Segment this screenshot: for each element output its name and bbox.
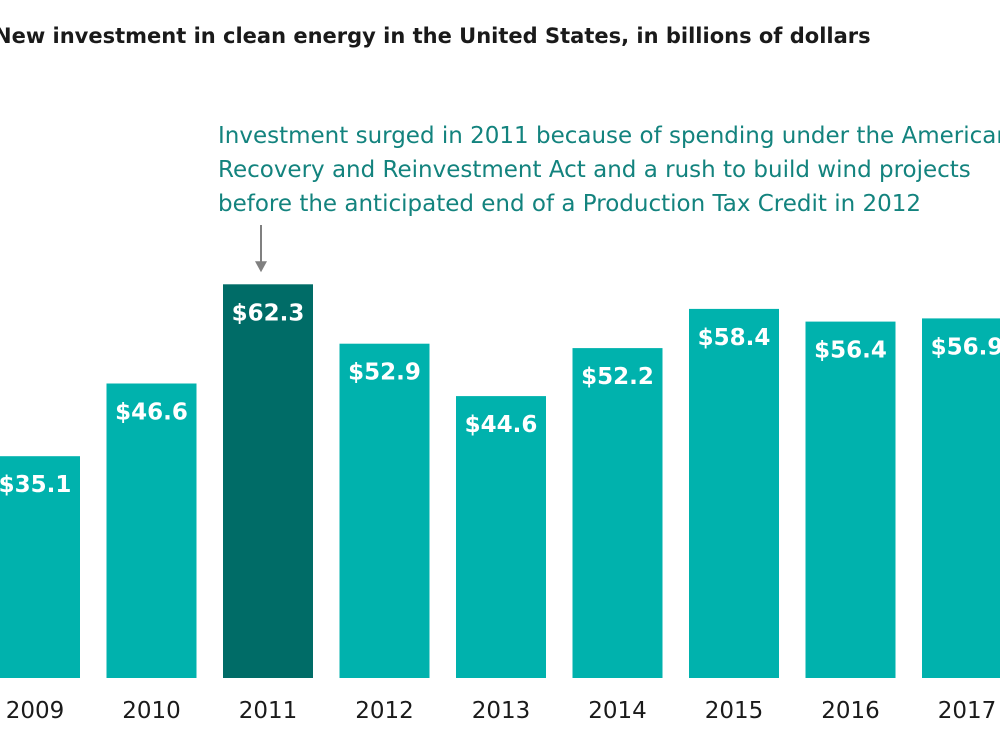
bar-2014 (572, 348, 663, 678)
x-axis-tick-labels: 2009 2010 2011 2012 2013 2014 2015 2016 2017 (6, 698, 997, 724)
annotation-arrow-head (255, 261, 267, 273)
annotation: Investment surged in 2011 because of spe… (218, 123, 1000, 273)
value-label-2015: $58.4 (698, 325, 771, 351)
value-label-2016: $56.4 (814, 338, 887, 364)
value-label-2017: $56.9 (931, 334, 1000, 360)
bars (0, 284, 1000, 678)
x-tick-2015: 2015 (705, 698, 764, 724)
value-label-2011: $62.3 (232, 300, 305, 326)
x-tick-2016: 2016 (821, 698, 880, 724)
annotation-line-1: Investment surged in 2011 because of spe… (218, 123, 1000, 149)
x-tick-2009: 2009 (6, 698, 65, 724)
value-label-2010: $46.6 (115, 400, 188, 426)
bar-2010 (106, 383, 197, 678)
bar-2015 (689, 308, 779, 678)
x-tick-2012: 2012 (355, 698, 414, 724)
x-tick-2017: 2017 (938, 698, 997, 724)
bar-2017 (922, 318, 1000, 678)
annotation-line-3: before the anticipated end of a Producti… (218, 191, 921, 217)
x-tick-2011: 2011 (239, 698, 298, 724)
bar-2009 (0, 456, 80, 678)
annotation-line-2: Recovery and Reinvestment Act and a rush… (218, 157, 971, 183)
bar-2016 (805, 321, 896, 678)
value-label-2012: $52.9 (348, 360, 421, 386)
x-tick-2010: 2010 (122, 698, 181, 724)
bar-2011 (223, 284, 313, 678)
x-tick-2014: 2014 (588, 698, 647, 724)
value-labels: $35.1 $46.6 $62.3 $52.9 $44.6 $52.2 $58.4 $56.4… (0, 300, 1000, 498)
value-label-2013: $44.6 (465, 412, 538, 438)
value-label-2009: $35.1 (0, 472, 71, 498)
x-tick-2013: 2013 (472, 698, 531, 724)
bar-2012 (339, 343, 430, 678)
value-label-2014: $52.2 (581, 364, 654, 390)
chart-title: New investment in clean energy in the Un… (0, 24, 871, 48)
bar-2013 (456, 396, 546, 678)
